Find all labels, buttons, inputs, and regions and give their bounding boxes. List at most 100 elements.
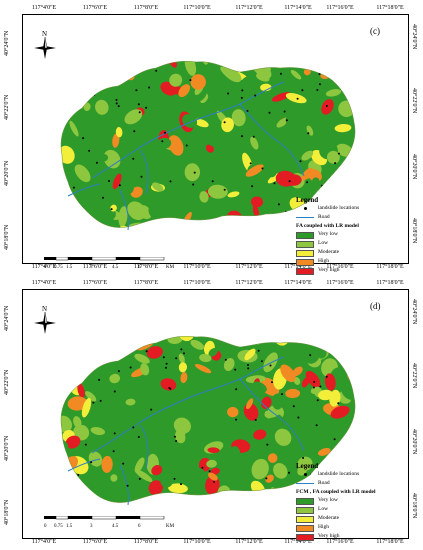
hazard-zone-patch [178,84,191,98]
y-tick: 40°24'0"N [4,30,10,56]
landslide-point [235,418,238,421]
landslide-point [112,450,115,453]
y-tick: 40°22'0"N [411,88,417,114]
landslide-point [140,175,143,178]
hazard-zone-patch [246,398,254,410]
hazard-zone-patch [180,372,188,384]
landslide-point [318,83,321,86]
hazard-zone-patch [241,140,250,149]
hazard-zone-patch [66,348,75,356]
hazard-zone-patch [301,167,313,181]
hazard-zone-patch [253,429,267,440]
landslide-point [247,367,250,370]
hazard-zone-patch [140,363,150,376]
landslide-point [213,480,215,483]
svg-text:N: N [42,30,47,38]
landslide-point [173,477,176,480]
y-tick: 40°18'0"N [411,493,417,519]
hazard-zone-patch [285,92,307,104]
hazard-zone-patch [280,364,296,383]
hazard-zone-patch [67,396,88,411]
x-tick: 117°10'0"E [183,264,211,270]
hazard-zone-patch [199,191,209,203]
x-tick: 117°14'0"E [284,280,312,286]
hazard-zone-patch [62,200,70,207]
hazard-zone-patch [88,451,103,467]
x-tick: 117°18'0"E [376,280,404,286]
x-tick: 117°14'0"E [284,539,312,545]
hazard-zone-patch [63,476,79,495]
hazard-zone-patch [326,150,340,164]
hazard-zone-patch [81,494,97,503]
hazard-zone-patch [205,144,214,153]
hazard-zone-patch [189,135,197,143]
landslide-point [162,356,165,359]
x-tick: 117°6'0"E [82,264,108,270]
landslide-point [234,368,237,371]
hazard-zone-patch [198,210,205,219]
landslide-point [241,89,244,92]
landslide-point [257,349,260,352]
hazard-zone-patch [207,472,218,481]
landslide-point [297,416,300,419]
landslide-point [208,470,211,473]
hazard-zone-patch [273,463,288,479]
landslide-point [288,471,290,474]
x-tick: 117°4'0"E [31,264,57,270]
map-panel-c: 117°4'0"E 117°6'0"E 117°8'0"E 117°10'0"E… [4,5,417,275]
landslide-point [174,435,176,438]
hazard-zone-patch [250,223,259,228]
landslide-point [266,489,269,491]
hazard-zone-patch [207,447,220,454]
hazard-zone-patch [116,184,134,197]
hazard-zone-patch [329,389,341,407]
landslide-point [98,378,101,381]
hazard-zone-patch [151,465,163,476]
hazard-zone-patch [60,415,73,433]
landslide-point [155,69,158,72]
landslide-point [122,462,125,465]
hazard-zone-patch [190,339,205,350]
hazard-zone-patch [267,453,278,463]
hazard-zone-patch [145,429,160,445]
landslide-point [185,144,188,147]
hazard-zone-patch [152,182,164,192]
landslide-point [319,385,322,388]
hazard-zone-patch [77,85,90,92]
landslide-point [88,149,91,152]
legend: Legend landslide locations Road FCM , FA… [296,463,376,542]
landslide-point [96,74,99,77]
landslide-point [292,405,295,408]
landslide-point [133,130,136,133]
legend-very-low: Very low [296,497,376,506]
hazard-zone-patch [321,336,336,344]
hazard-zone-patch [169,190,181,202]
x-tick: 117°8'0"E [133,5,159,11]
landslide-point [137,436,140,438]
landslide-point [277,203,280,206]
hazard-zone-patch [99,67,117,82]
y-tick: 40°20'0"N [411,154,417,180]
hazard-zone-patch [179,336,194,342]
landslide-point [126,484,129,487]
landslide-point [334,162,337,165]
road-line [139,149,149,195]
landslide-point [193,171,196,174]
hazard-zone-patch [70,184,91,192]
hazard-zone-patch [279,183,292,196]
hazard-zone-patch [60,197,69,211]
hazard-zone-patch [305,370,321,388]
hazard-zone-patch [100,154,109,162]
landslide-point [115,349,118,352]
landslide-point [192,183,195,186]
hazard-zone-patch [146,89,156,97]
landslide-point [251,185,254,188]
hazard-zone-patch [208,347,218,357]
hazard-zone-patch [122,129,130,140]
hazard-zone-patch [148,202,165,220]
legend-very-high: Very high [296,533,376,542]
hazard-zone-patch [169,73,183,87]
hazard-zone-patch [60,107,67,116]
landslide-point [99,399,102,402]
hazard-zone-patch [65,99,78,110]
